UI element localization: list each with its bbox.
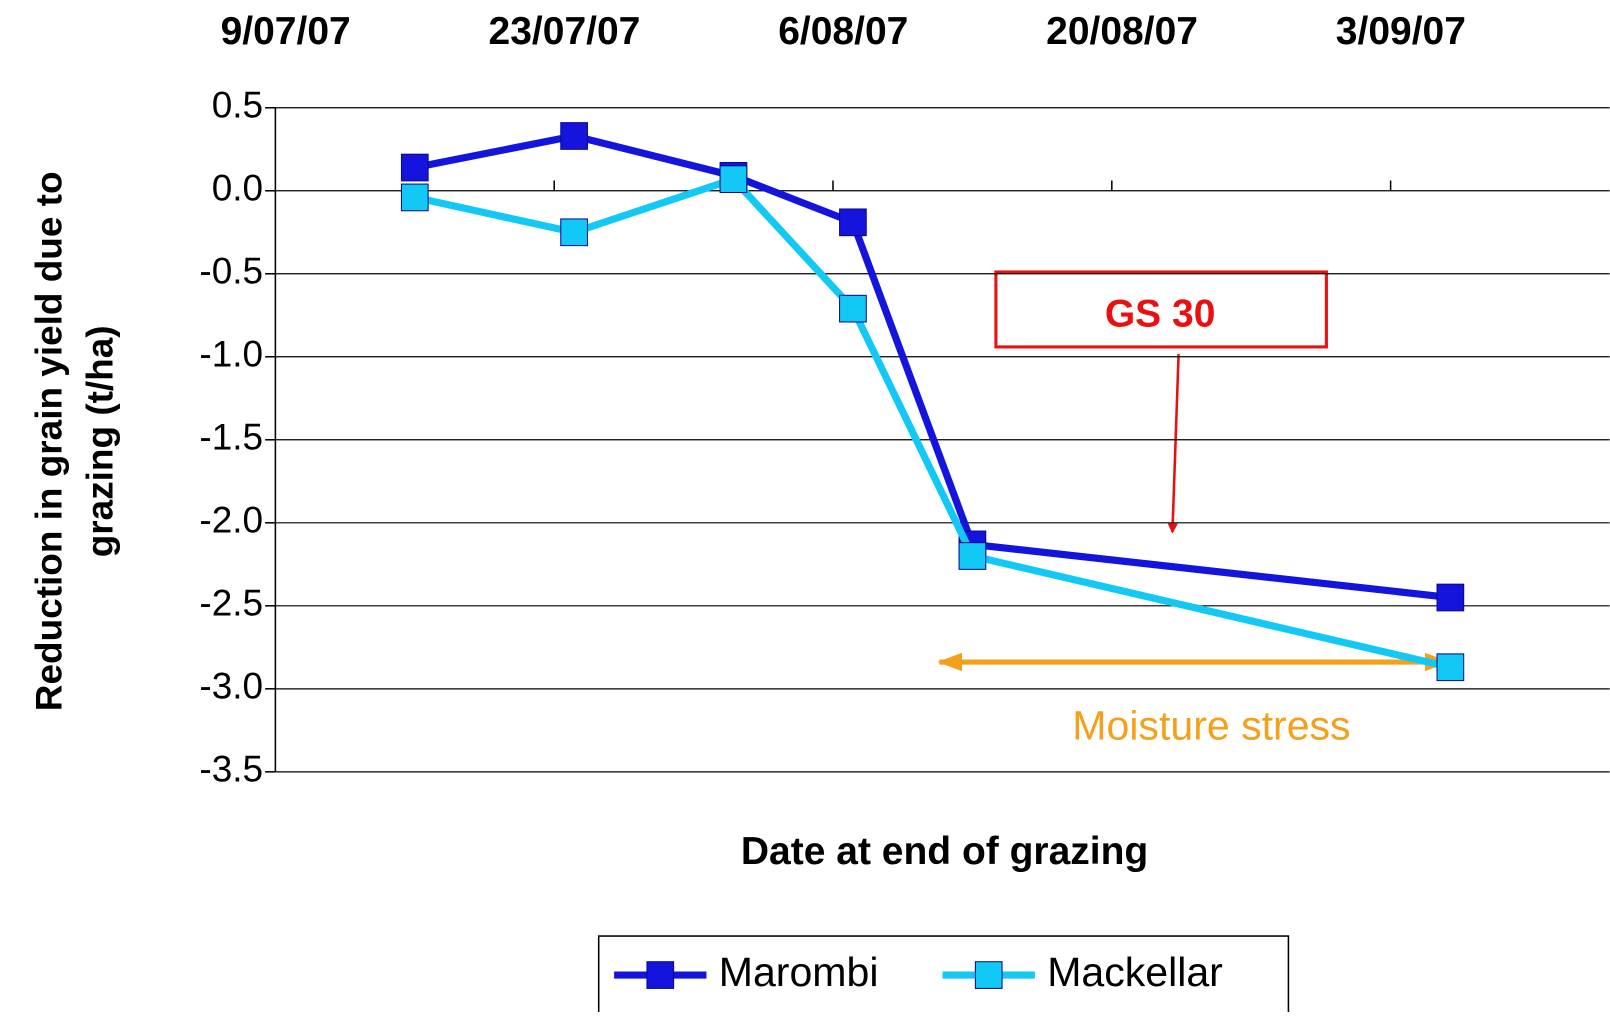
marker: [1436, 653, 1465, 682]
annotation: GS 30: [1105, 292, 1216, 335]
x-tick-label: 3/09/07: [1336, 10, 1466, 53]
x-tick-label: 20/08/07: [1046, 10, 1198, 53]
legend-marker: [646, 961, 675, 989]
series-line: [414, 132, 1451, 602]
y-axis-label-line: Reduction in grain yield due to: [28, 171, 69, 711]
y-tick-label: -3.5: [199, 749, 263, 790]
marker: [560, 122, 588, 150]
y-tick-label: -2.0: [199, 500, 263, 541]
marker: [839, 294, 867, 323]
legend-marker: [974, 961, 1003, 989]
annotation-arrow: [1167, 354, 1180, 534]
x-axis-label: Date at end of grazing: [741, 830, 1148, 873]
marker: [719, 165, 748, 194]
x-tick-label: 9/07/07: [221, 10, 351, 53]
legend-label: Mackellar: [1047, 949, 1223, 995]
marker: [958, 542, 987, 570]
marker: [560, 218, 588, 247]
marker: [839, 208, 867, 237]
y-tick-label: -1.5: [199, 417, 263, 458]
legend-label: Marombi: [719, 949, 879, 995]
annotation: Moisture stress: [1072, 703, 1350, 749]
x-tick-label: 23/07/07: [489, 10, 641, 53]
x-tick-label: 6/08/07: [778, 10, 908, 53]
y-axis-label: Reduction in grain yield due to grazing …: [28, 171, 120, 711]
y-axis-label-line: grazing (t/ha): [80, 325, 121, 557]
annotation-box: [994, 270, 1328, 349]
marker: [1436, 583, 1465, 612]
y-tick-label: -0.5: [199, 251, 263, 292]
marker: [400, 153, 429, 182]
marker: [400, 183, 429, 212]
y-tick-label: -1.0: [199, 334, 263, 375]
series-line: [414, 175, 1452, 671]
y-tick-label: -3.0: [199, 666, 263, 707]
y-tick-label: -2.5: [199, 583, 263, 624]
y-tick-label: 0.0: [212, 168, 263, 209]
y-tick-label: 0.5: [212, 85, 263, 126]
